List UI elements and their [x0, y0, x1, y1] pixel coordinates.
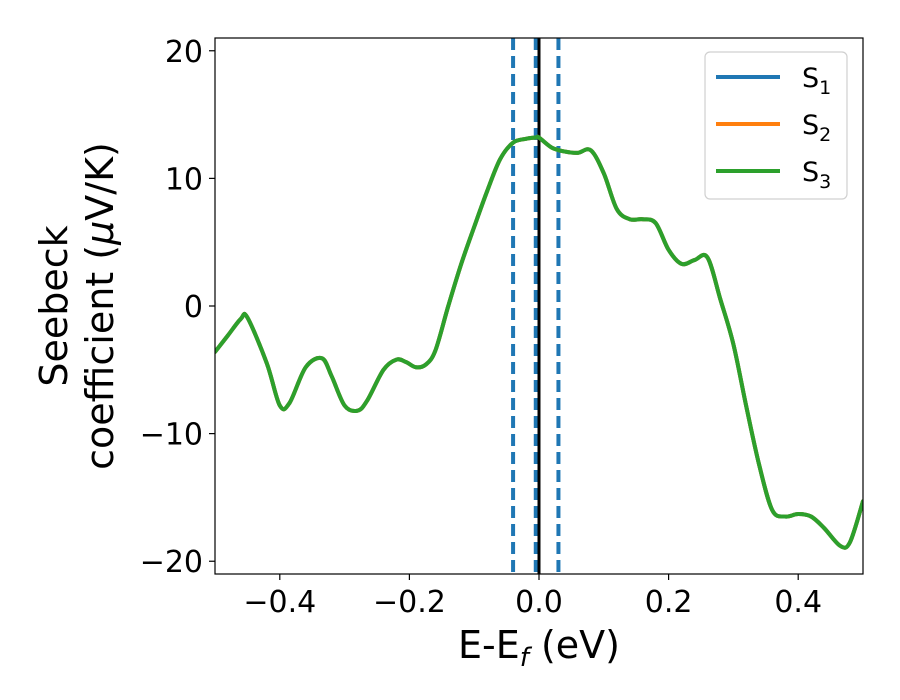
x-tick-label: 0.0	[515, 585, 563, 620]
series-line-s3	[215, 134, 863, 550]
x-axis-label: E-Ef (eV)	[458, 623, 620, 673]
y-axis-label-line1: Seebeck	[32, 225, 76, 386]
y-tick-label: −10	[140, 418, 203, 453]
x-tick-label: −0.4	[243, 585, 316, 620]
y-tick-label: 10	[165, 162, 203, 197]
legend-label-s3: S3	[802, 157, 831, 193]
y-axis-label-line2: coefficient (μV/K)	[78, 142, 122, 470]
y-axis-label: Seebeck coefficient (μV/K)	[32, 142, 122, 470]
y-tick-label: −20	[140, 545, 203, 580]
legend-label-s2: S2	[802, 110, 831, 146]
x-tick-label: −0.2	[373, 585, 446, 620]
y-axis-ticks: −20 −10 0 10 20	[140, 35, 215, 580]
reference-lines	[511, 38, 561, 574]
legend: S1 S2 S3	[704, 51, 848, 200]
series-lines	[215, 134, 863, 550]
x-tick-label: 0.4	[774, 585, 822, 620]
y-tick-label: 20	[165, 35, 203, 70]
legend-label-s1: S1	[802, 63, 831, 99]
x-tick-label: 0.2	[645, 585, 693, 620]
y-tick-label: 0	[184, 290, 203, 325]
x-axis-ticks: −0.4 −0.2 0.0 0.2 0.4	[243, 574, 822, 620]
